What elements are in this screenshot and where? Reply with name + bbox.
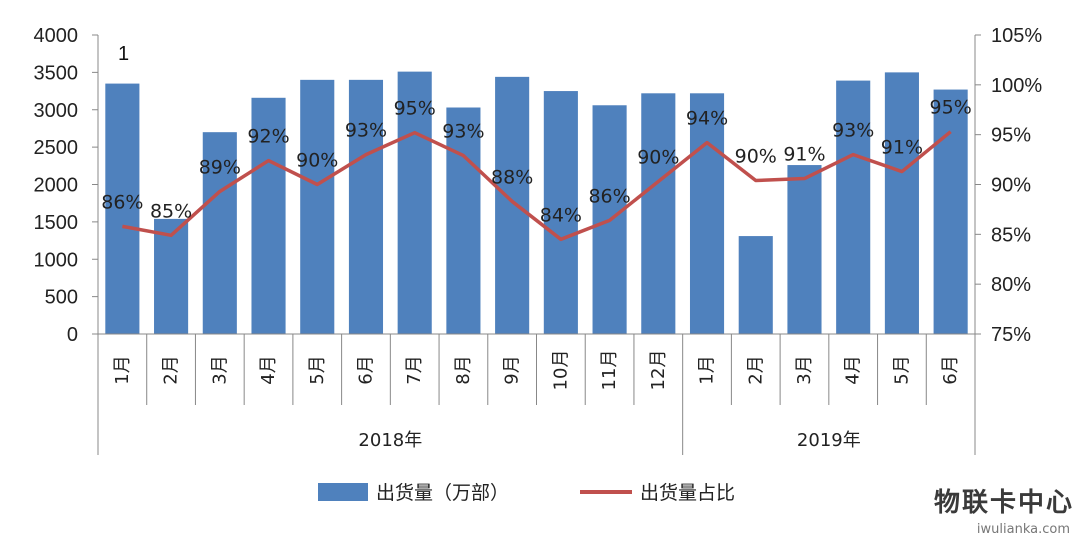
bar bbox=[738, 236, 773, 334]
share-data-label: 85% bbox=[150, 200, 192, 222]
bar bbox=[105, 83, 140, 335]
category-label: 4月 bbox=[843, 355, 864, 384]
left-tick-label: 2500 bbox=[34, 137, 79, 159]
category-label: 3月 bbox=[209, 355, 230, 384]
category-label: 4月 bbox=[258, 355, 279, 384]
category-label: 6月 bbox=[355, 355, 376, 384]
category-label: 5月 bbox=[891, 355, 912, 384]
right-tick-label: 95% bbox=[991, 125, 1031, 147]
category-label: 11月 bbox=[599, 350, 620, 391]
category-axis: 1月 2月 3月 4月 5月 6月 7月 8月 9月 10月 11月 12月 1月 2月 3月 4月 5月 6月 2… bbox=[97, 333, 976, 455]
bar bbox=[446, 107, 481, 334]
share-data-label: 93% bbox=[442, 121, 484, 143]
category-label: 10月 bbox=[550, 350, 571, 391]
bar bbox=[933, 89, 968, 334]
left-tick-label: 4000 bbox=[34, 25, 79, 47]
legend-bar-swatch bbox=[318, 483, 368, 501]
watermark-url: iwulianka.com bbox=[976, 522, 1070, 537]
share-line bbox=[122, 130, 952, 242]
left-tick-label: 3000 bbox=[34, 100, 79, 122]
right-tick-label: 90% bbox=[991, 175, 1031, 197]
share-data-label: 92% bbox=[247, 126, 289, 148]
category-label: 12月 bbox=[648, 350, 669, 391]
share-data-label: 90% bbox=[735, 146, 777, 168]
share-data-label: 84% bbox=[540, 204, 582, 226]
left-tick-label: 0 bbox=[67, 324, 78, 346]
share-data-label: 91% bbox=[881, 137, 923, 159]
line-series: 86% 85% 89% 92% 90% 93% 95% 93% 88% 84% 86% 90% 94% 9… bbox=[101, 97, 972, 242]
left-tick-label: 500 bbox=[45, 287, 78, 309]
bar bbox=[251, 97, 286, 334]
bar bbox=[348, 79, 384, 334]
category-label: 9月 bbox=[502, 355, 523, 384]
bar bbox=[787, 165, 822, 334]
legend: 出货量（万部） 出货量占比 bbox=[318, 482, 735, 504]
category-label: 2月 bbox=[161, 355, 182, 384]
share-data-label: 95% bbox=[930, 97, 972, 119]
right-tick-label: 100% bbox=[991, 75, 1042, 97]
share-data-label: 90% bbox=[296, 150, 338, 172]
share-data-label: 88% bbox=[491, 166, 533, 188]
right-y-axis: 75% 80% 85% 90% 95% 100% 105% bbox=[974, 25, 1042, 346]
category-label: 5月 bbox=[307, 355, 328, 384]
bar bbox=[543, 91, 578, 334]
right-tick-label: 80% bbox=[991, 274, 1031, 296]
category-label: 2月 bbox=[745, 355, 766, 384]
group-label: 2019年 bbox=[797, 430, 861, 451]
right-tick-label: 75% bbox=[991, 324, 1031, 346]
share-data-label: 86% bbox=[588, 185, 630, 207]
share-data-label: 91% bbox=[783, 144, 825, 166]
bar bbox=[495, 76, 530, 335]
bar bbox=[884, 72, 919, 334]
left-tick-label: 1000 bbox=[34, 249, 79, 271]
share-data-label: 95% bbox=[394, 98, 436, 120]
bar bbox=[641, 93, 676, 335]
share-data-label: 93% bbox=[832, 120, 874, 142]
share-data-label: 90% bbox=[637, 147, 679, 169]
watermark-text: 物联卡中心 bbox=[933, 488, 1074, 518]
bar bbox=[300, 79, 335, 334]
legend-bar-label: 出货量（万部） bbox=[376, 482, 509, 504]
share-data-label: 93% bbox=[345, 120, 387, 142]
group-label: 2018年 bbox=[358, 430, 422, 451]
left-tick-label: 2000 bbox=[34, 175, 79, 197]
left-tick-label: 3500 bbox=[34, 62, 79, 84]
category-label: 7月 bbox=[404, 355, 425, 384]
bar bbox=[202, 132, 237, 334]
category-label: 3月 bbox=[794, 355, 815, 384]
share-data-label: 94% bbox=[686, 108, 728, 130]
share-data-label: 89% bbox=[199, 156, 241, 178]
bar bbox=[689, 93, 725, 335]
category-label: 1月 bbox=[697, 355, 718, 384]
category-label: 1月 bbox=[112, 355, 133, 384]
bar-series bbox=[105, 71, 968, 335]
bar bbox=[154, 218, 189, 334]
annotation-label: 1 bbox=[118, 43, 129, 65]
category-label: 6月 bbox=[940, 355, 961, 384]
left-y-axis: 0 500 1000 1500 2000 2500 3000 3500 4000 bbox=[34, 25, 99, 346]
share-data-label: 86% bbox=[101, 191, 143, 213]
bar bbox=[836, 80, 871, 334]
legend-line-label: 出货量占比 bbox=[640, 482, 735, 504]
category-label: 8月 bbox=[453, 355, 474, 384]
bar bbox=[397, 71, 432, 334]
right-tick-label: 85% bbox=[991, 224, 1031, 246]
left-tick-label: 1500 bbox=[34, 212, 79, 234]
right-tick-label: 105% bbox=[991, 25, 1042, 47]
